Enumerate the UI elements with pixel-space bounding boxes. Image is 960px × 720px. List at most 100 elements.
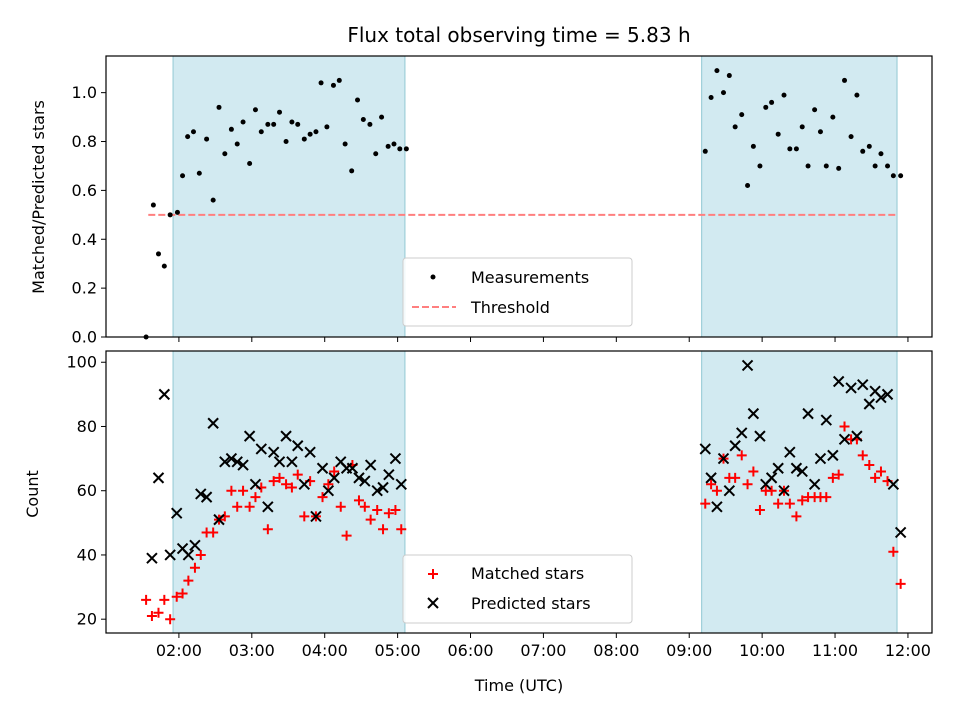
matched-star-point: [895, 578, 906, 589]
matched-star-point: [730, 472, 741, 483]
matched-star-point: [353, 495, 364, 506]
predicted-star-point: [359, 475, 371, 487]
measurement-point: [769, 99, 775, 105]
x-tick-label: 06:00: [447, 641, 493, 660]
predicted-star-point: [353, 472, 365, 484]
measurement-point: [878, 151, 884, 157]
matched-star-point: [341, 530, 352, 541]
matched-star-point: [700, 498, 711, 509]
matched-star-point: [372, 504, 383, 515]
predicted-star-point: [772, 462, 784, 474]
measurement-point: [720, 90, 726, 96]
predicted-star-point: [741, 359, 754, 372]
measurement-point: [247, 161, 253, 167]
predicted-star-point: [857, 379, 869, 391]
measurement-point: [898, 173, 904, 179]
top-legend: Measurements Threshold: [402, 257, 633, 327]
measurement-point: [204, 136, 210, 142]
predicted-star-point: [784, 446, 796, 458]
matched-star-point: [281, 479, 292, 490]
top-legend-frame: [402, 257, 633, 327]
matched-star-point: [754, 504, 765, 515]
predicted-star-point: [328, 472, 340, 484]
predicted-star-point: [298, 478, 311, 490]
bottom-y-tick-label: 80: [77, 417, 97, 436]
measurement-point: [318, 80, 324, 86]
x-tick-label: 02:00: [156, 641, 202, 660]
matched-star-point: [335, 501, 346, 512]
measurement-point: [295, 121, 301, 127]
predicted-star-point: [255, 443, 267, 455]
measurement-point: [890, 173, 896, 179]
matched-star-point: [141, 594, 152, 605]
measurement-point: [252, 107, 258, 113]
matched-star-point: [797, 495, 808, 506]
predicted-star-point: [802, 407, 814, 420]
x-tick-label: 09:00: [666, 641, 712, 660]
matched-star-point: [864, 460, 875, 471]
top-y-tick-label: 0.4: [72, 230, 97, 249]
measurement-point: [373, 151, 379, 157]
predicted-star-point: [851, 430, 863, 442]
predicted-star-point: [778, 485, 790, 497]
matched-star-point: [870, 472, 881, 483]
predicted-star-point: [729, 440, 741, 452]
legend-threshold-label: Threshold: [470, 298, 550, 317]
measurement-point: [234, 141, 240, 147]
matched-star-point: [165, 614, 176, 625]
matched-star-point: [875, 466, 886, 477]
x-tick-label: 04:00: [302, 641, 348, 660]
matched-star-point: [857, 450, 868, 461]
top-y-tick-label: 0.0: [72, 328, 97, 347]
predicted-star-point: [280, 430, 292, 442]
measurement-point: [836, 165, 842, 171]
measurement-point: [842, 77, 848, 83]
measurement-point: [155, 251, 161, 257]
top-y-axis-label: Matched/Predicted stars: [29, 100, 48, 294]
matched-star-point: [226, 485, 237, 496]
top-panel-ratio: 0.0 0.2 0.4 0.6 0.8 1.0: [72, 55, 933, 347]
predicted-star-point: [364, 459, 377, 471]
predicted-star-point: [152, 472, 165, 484]
measurement-point: [228, 126, 234, 132]
measurement-point: [805, 163, 811, 169]
matched-star-point: [262, 524, 273, 535]
predicted-star-point: [790, 462, 803, 474]
predicted-star-point: [200, 491, 213, 503]
measurement-point: [739, 112, 745, 118]
predicted-star-point: [814, 452, 827, 465]
measurement-point: [726, 73, 732, 79]
matched-star-point: [390, 504, 401, 515]
x-tick-label: 12:00: [885, 641, 931, 660]
matched-star-point: [183, 575, 194, 586]
measurement-point: [222, 151, 228, 157]
matched-star-point: [177, 588, 188, 599]
top-axes-frame: [105, 55, 933, 338]
top-y-tick-label: 0.2: [72, 279, 97, 298]
measurement-point: [289, 119, 295, 125]
matched-star-point: [146, 610, 157, 621]
measurement-point: [781, 92, 787, 98]
matched-star-point: [208, 527, 219, 538]
matched-star-point: [833, 469, 844, 480]
bottom-legend: Matched stars Predicted stars: [402, 554, 633, 624]
legend-matched-marker: [428, 569, 438, 579]
predicted-star-point: [820, 414, 832, 426]
bottom-y-axis-label: Count: [23, 470, 42, 518]
measurement-point: [885, 163, 891, 169]
matched-star-point: [888, 546, 899, 557]
measurement-point: [330, 82, 336, 88]
predicted-star-point: [832, 375, 845, 388]
matched-star-point: [706, 479, 717, 490]
predicted-star-point: [796, 465, 808, 478]
predicted-star-point: [371, 485, 383, 497]
predicted-star-point: [827, 449, 839, 462]
bottom-axes-frame: [105, 350, 933, 634]
legend-measurements-label: Measurements: [471, 268, 589, 287]
measurement-point: [866, 143, 872, 149]
measurement-point: [872, 163, 878, 169]
bottom-y-tick-label: 100: [66, 353, 97, 372]
matched-star-point: [378, 524, 389, 535]
measurement-point: [258, 129, 264, 135]
